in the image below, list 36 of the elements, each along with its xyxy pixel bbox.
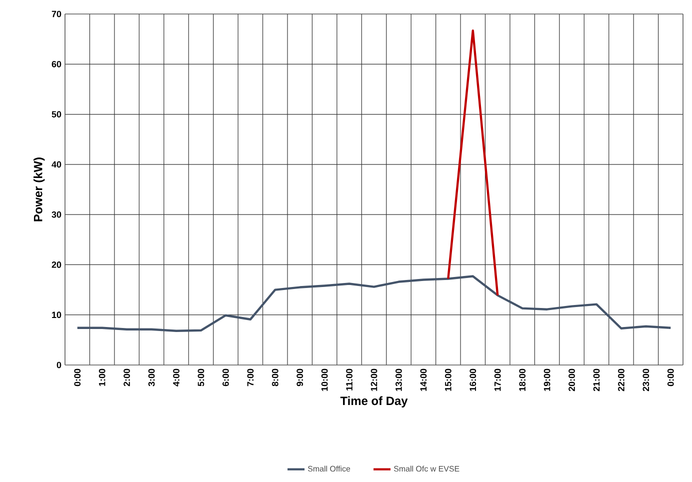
x-tick-label: 12:00 <box>370 368 378 391</box>
x-tick-label: 6:00 <box>222 368 229 386</box>
x-tick-label: 14:00 <box>420 368 427 391</box>
x-tick-label: 20:00 <box>568 368 575 392</box>
x-tick-label: 16:00 <box>470 368 476 391</box>
x-tick-label: 3:00 <box>148 368 155 386</box>
x-tick-label: 2:00 <box>124 368 130 386</box>
y-tick-label: 70 <box>52 10 62 18</box>
x-axis-title: Time of Day <box>340 396 408 408</box>
x-tick-label: 18:00 <box>519 368 526 391</box>
x-tick-label: 23:00 <box>642 368 650 392</box>
x-tick-label: 21:00 <box>593 368 600 392</box>
x-tick-label: 4:00 <box>173 368 180 386</box>
x-tick-label: 1:00 <box>98 368 106 386</box>
y-tick-label: 40 <box>52 161 62 168</box>
line-series <box>76 275 672 332</box>
y-tick-label: 60 <box>52 60 62 68</box>
x-tick-label: 11:00 <box>346 368 352 390</box>
x-tick-label: 10:00 <box>321 368 328 391</box>
x-tick-label: 0:00 <box>667 368 674 386</box>
x-tick-label: 0:00 <box>74 368 81 386</box>
x-tick-label: 17:00 <box>494 368 501 391</box>
x-tick-label: 22:00 <box>618 368 624 392</box>
x-tick-label: 13:00 <box>396 368 402 391</box>
y-tick-label: 50 <box>52 111 62 118</box>
x-tick-label: 5:00 <box>198 368 204 386</box>
x-tick-label: 15:00 <box>444 368 452 391</box>
x-tick-label: 19:00 <box>544 368 550 391</box>
y-tick-label: 30 <box>52 211 62 218</box>
y-tick-label: 0 <box>56 362 62 368</box>
y-tick-label: 20 <box>52 262 62 268</box>
y-axis-title: Power (kW) <box>34 158 45 222</box>
x-tick-label: 8:00 <box>272 368 278 386</box>
x-tick-label: 7:00 <box>247 368 254 386</box>
x-tick-label: 9:00 <box>296 368 304 386</box>
y-tick-label: 10 <box>52 312 62 318</box>
